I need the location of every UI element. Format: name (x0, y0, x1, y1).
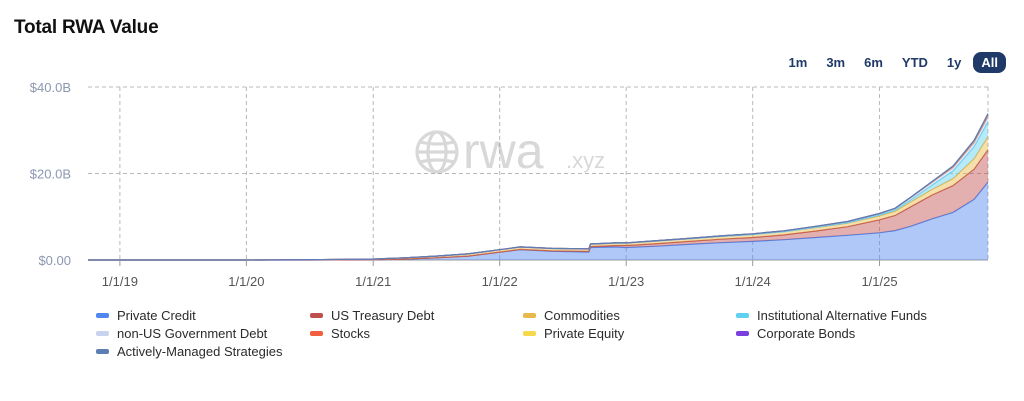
range-6m-button[interactable]: 6m (864, 55, 883, 70)
legend-item[interactable]: Commodities (523, 308, 620, 323)
legend-swatch (310, 331, 323, 336)
x-tick-label: 1/1/21 (355, 274, 391, 289)
legend-item[interactable]: Private Equity (523, 326, 624, 341)
legend-item[interactable]: Institutional Alternative Funds (736, 308, 927, 323)
x-tick-label: 1/1/22 (482, 274, 518, 289)
legend-swatch (96, 349, 109, 354)
x-tick-label: 1/1/19 (102, 274, 138, 289)
legend-swatch (736, 331, 749, 336)
watermark-text: rwa (463, 123, 544, 179)
legend-item[interactable]: Corporate Bonds (736, 326, 855, 341)
legend-label: US Treasury Debt (331, 308, 435, 323)
legend-label: Stocks (331, 326, 371, 341)
legend-label: Institutional Alternative Funds (757, 308, 927, 323)
series-line (88, 149, 989, 261)
legend-swatch (523, 313, 536, 318)
legend-item[interactable]: Private Credit (96, 308, 196, 323)
globe-icon (415, 130, 459, 174)
y-tick-label: $0.00 (38, 253, 71, 268)
x-axis: 1/1/19 1/1/20 1/1/21 1/1/22 1/1/23 1/1/24 1/1/… (102, 260, 898, 289)
legend-swatch (96, 313, 109, 318)
legend-label: Actively-Managed Strategies (117, 344, 283, 359)
x-tick-label: 1/1/24 (735, 274, 771, 289)
series-areas (88, 113, 989, 261)
series-area (88, 182, 988, 260)
time-range-selector: 1m 3m 6m YTD 1y All (777, 52, 1006, 73)
legend-item[interactable]: Stocks (310, 326, 370, 341)
x-tick-label: 1/1/20 (228, 274, 264, 289)
legend-label: Private Credit (117, 308, 196, 323)
range-1y-button[interactable]: 1y (946, 55, 962, 70)
legend-label: Commodities (544, 308, 620, 323)
legend-label: non-US Government Debt (117, 326, 268, 341)
y-axis: $0.00 $20.0B $40.0B (30, 80, 71, 268)
legend-swatch (96, 331, 109, 336)
legend-item[interactable]: US Treasury Debt (310, 308, 434, 323)
x-tick-label: 1/1/25 (861, 274, 897, 289)
chart-title: Total RWA Value (14, 17, 159, 38)
watermark-suffix: .xyz (566, 148, 605, 173)
y-tick-label: $20.0B (30, 167, 71, 182)
range-3m-button[interactable]: 3m (826, 55, 846, 70)
series-line (88, 113, 989, 261)
legend-item[interactable]: Actively-Managed Strategies (96, 344, 282, 359)
range-ytd-button[interactable]: YTD (901, 55, 928, 70)
range-1m-button[interactable]: 1m (788, 55, 808, 70)
legend-swatch (310, 313, 323, 318)
legend-label: Corporate Bonds (757, 326, 856, 341)
watermark: rwa .xyz (415, 123, 605, 179)
x-tick-label: 1/1/23 (608, 274, 644, 289)
y-tick-label: $40.0B (30, 80, 71, 95)
range-all-button[interactable]: All (973, 52, 1006, 73)
legend-item[interactable]: non-US Government Debt (96, 326, 267, 341)
legend-swatch (736, 313, 749, 318)
area-chart: rwa .xyz $0.00$20.0B$40.0B 1/1/19 1/1/20 1… (30, 80, 989, 289)
legend-swatch (523, 331, 536, 336)
legend-label: Private Equity (544, 326, 625, 341)
